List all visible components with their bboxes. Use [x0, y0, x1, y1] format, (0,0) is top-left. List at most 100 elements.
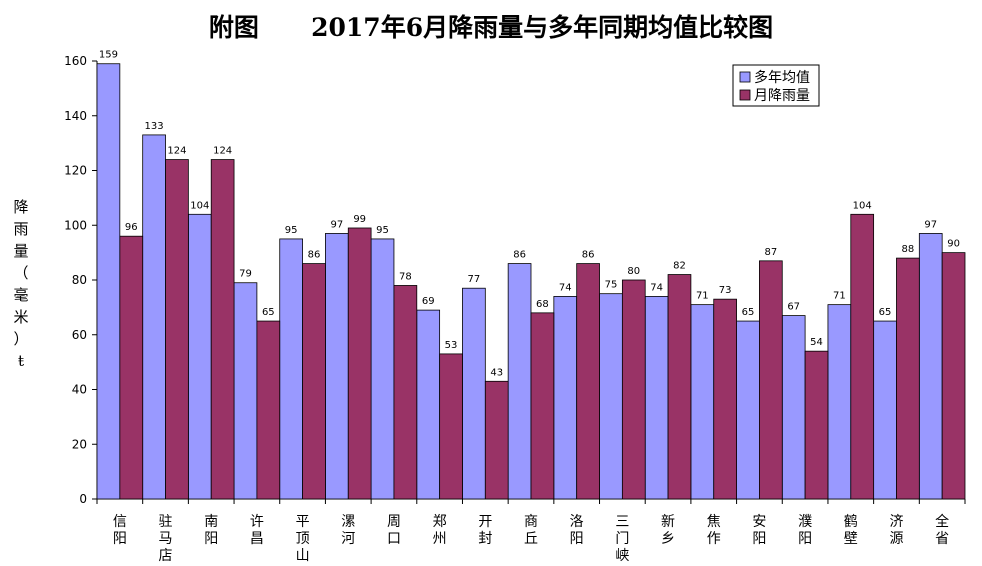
data-label-average: 71 [696, 291, 709, 302]
bar-monthly [530, 312, 555, 500]
data-label-monthly: 68 [536, 299, 549, 310]
x-category-label: 济 [889, 514, 903, 530]
y-axis-label-char: ） [13, 330, 29, 348]
x-category-label: 全 [935, 513, 949, 530]
x-category-label: 阳 [113, 531, 127, 547]
y-axis-label-char: 雨 [13, 220, 29, 238]
data-label-average: 133 [145, 121, 164, 132]
x-category-label: 鹤 [844, 514, 858, 530]
legend-label: 多年均值 [754, 69, 810, 86]
bar-monthly [302, 263, 326, 500]
bar-monthly [347, 227, 372, 500]
data-label-monthly: 73 [719, 285, 732, 296]
bar-average [187, 213, 212, 500]
y-tick-label: 40 [72, 383, 87, 397]
x-category-label: 周 [387, 514, 401, 530]
x-category-label: 源 [889, 531, 903, 547]
x-category-label: 口 [387, 531, 401, 547]
x-category-label: 驻 [159, 514, 173, 530]
bar-average [690, 304, 715, 500]
bar-monthly [119, 235, 144, 500]
legend-swatch [739, 89, 751, 101]
data-label-monthly: 78 [399, 271, 412, 282]
y-axis-label-char: ŧ [17, 352, 25, 370]
x-category-label: 三 [615, 514, 629, 530]
data-label-monthly: 43 [490, 367, 503, 378]
legend-swatch [739, 71, 751, 83]
x-category-label: 信 [113, 514, 127, 530]
y-axis-label: 降雨量 （ 毫米 ） ŧ [10, 196, 32, 372]
x-category-label: 州 [433, 531, 447, 547]
data-label-monthly: 104 [853, 200, 872, 211]
x-category-label: 店 [159, 548, 173, 564]
bar-average [918, 233, 943, 500]
bar-monthly [759, 260, 783, 500]
bar-average [279, 238, 303, 500]
y-axis-label-char: 降 [13, 198, 29, 216]
x-category-label: 乡 [661, 531, 675, 547]
bar-average [736, 320, 760, 500]
bar-monthly [439, 353, 463, 500]
x-category-label: 顶 [296, 531, 310, 547]
bar-monthly [896, 257, 920, 500]
x-category-label: 郑 [433, 514, 447, 530]
y-tick-label: 120 [64, 164, 87, 178]
x-category-label: 门 [615, 531, 629, 547]
bar-average [827, 304, 852, 500]
bar-monthly [256, 320, 281, 500]
bar-monthly [165, 159, 189, 500]
data-label-monthly: 82 [673, 261, 686, 272]
data-label-monthly: 86 [308, 250, 321, 261]
y-axis-label-char: 毫 [13, 286, 29, 304]
data-label-average: 97 [330, 219, 343, 230]
data-label-average: 74 [559, 282, 572, 293]
data-label-average: 71 [833, 291, 846, 302]
x-category-label: 南 [204, 514, 218, 530]
bar-monthly [393, 285, 418, 500]
x-category-label: 商 [524, 514, 538, 530]
x-category-label: 封 [478, 531, 492, 547]
bar-average [873, 320, 897, 500]
x-category-label: 壁 [844, 531, 858, 547]
x-category-label: 马 [159, 531, 173, 547]
data-label-monthly: 88 [902, 244, 915, 255]
x-category-label: 阳 [752, 531, 766, 547]
x-category-label: 山 [296, 548, 310, 564]
bar-average [507, 263, 532, 500]
bar-monthly [804, 350, 829, 500]
x-category-label: 平 [296, 514, 310, 530]
bar-average [325, 233, 349, 500]
data-label-average: 75 [605, 280, 618, 291]
x-category-label: 濮 [798, 514, 812, 530]
bar-average [370, 238, 395, 500]
x-category-label: 安 [752, 514, 766, 530]
data-label-monthly: 99 [353, 214, 366, 225]
x-category-label: 阳 [204, 531, 218, 547]
data-label-monthly: 124 [213, 146, 232, 157]
data-label-average: 95 [285, 225, 298, 236]
data-label-average: 77 [468, 274, 481, 285]
x-category-label: 阳 [798, 531, 812, 547]
data-label-average: 86 [513, 250, 526, 261]
y-tick-label: 20 [72, 437, 87, 451]
bar-monthly [713, 298, 737, 500]
x-category-label: 河 [341, 531, 355, 547]
data-label-average: 159 [99, 50, 118, 61]
data-label-average: 104 [190, 200, 209, 211]
bar-monthly [941, 252, 966, 500]
x-category-label: 作 [707, 531, 721, 547]
data-label-monthly: 80 [627, 266, 640, 277]
bar-monthly [621, 279, 646, 500]
data-label-monthly: 86 [582, 250, 595, 261]
y-axis-label-char: 量 [13, 242, 29, 260]
data-label-monthly: 87 [764, 247, 777, 258]
data-label-average: 97 [924, 219, 937, 230]
x-category-label: 阳 [570, 531, 584, 547]
data-label-average: 67 [787, 302, 800, 313]
data-label-monthly: 96 [125, 222, 138, 233]
x-category-label: 省 [935, 531, 949, 547]
bar-average [96, 63, 121, 500]
data-label-monthly: 124 [167, 146, 186, 157]
data-label-average: 95 [376, 225, 389, 236]
